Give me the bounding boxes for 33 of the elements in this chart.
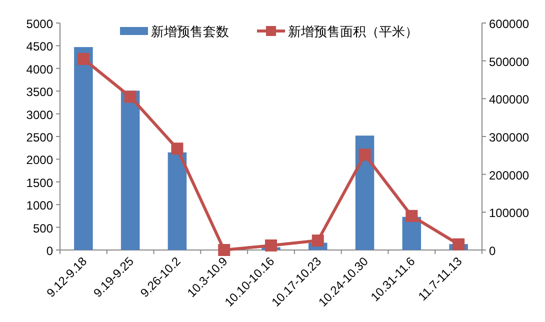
- y-tick-label: 0: [46, 244, 54, 258]
- bar: [120, 90, 140, 250]
- y2-tick-label: 500000: [489, 54, 530, 69]
- point: [265, 239, 277, 252]
- legend-label: 新增预售面积（平米）: [288, 24, 418, 39]
- bar: [355, 136, 374, 250]
- y-tick-label: 3000: [26, 108, 54, 122]
- y2-tick-label: 200000: [489, 168, 530, 182]
- point: [124, 90, 136, 103]
- legend-label: 新增预售套数: [151, 24, 229, 39]
- y-tick-label: 3500: [26, 85, 54, 100]
- point: [312, 234, 324, 247]
- point: [406, 210, 418, 222]
- y-tick-label: 1500: [26, 176, 54, 190]
- point: [77, 52, 90, 65]
- y2-tick-label: 100000: [489, 206, 530, 220]
- point: [218, 244, 230, 256]
- y2-tick-label: 0: [489, 244, 496, 258]
- point: [452, 238, 465, 250]
- y-tick-label: 4500: [26, 40, 54, 54]
- bar: [74, 47, 93, 250]
- y-tick-label: 2000: [26, 153, 54, 168]
- y2-tick-label: 600000: [489, 17, 530, 31]
- y-tick-label: 1000: [26, 198, 54, 213]
- point: [358, 148, 371, 161]
- y2-tick-label: 400000: [489, 92, 530, 107]
- y-tick-label: 2500: [26, 130, 54, 144]
- point: [171, 142, 184, 155]
- y-tick-label: 4000: [26, 62, 54, 76]
- y2-tick-label: 300000: [489, 130, 530, 144]
- bar: [168, 152, 187, 250]
- y-tick-label: 500: [32, 221, 54, 236]
- y-tick-label: 5000: [26, 17, 54, 31]
